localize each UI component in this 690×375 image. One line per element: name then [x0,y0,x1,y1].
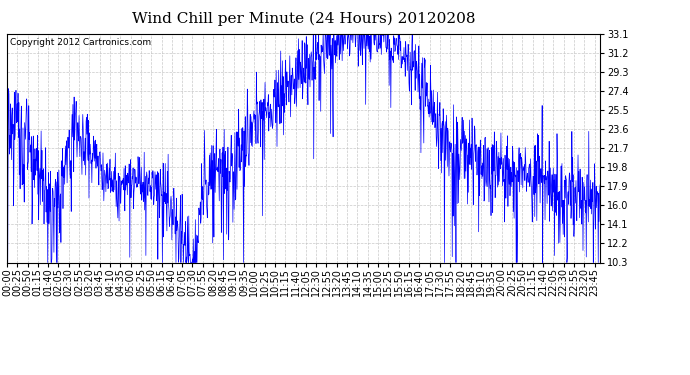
Text: Copyright 2012 Cartronics.com: Copyright 2012 Cartronics.com [10,38,151,47]
Text: Wind Chill per Minute (24 Hours) 20120208: Wind Chill per Minute (24 Hours) 2012020… [132,11,475,26]
